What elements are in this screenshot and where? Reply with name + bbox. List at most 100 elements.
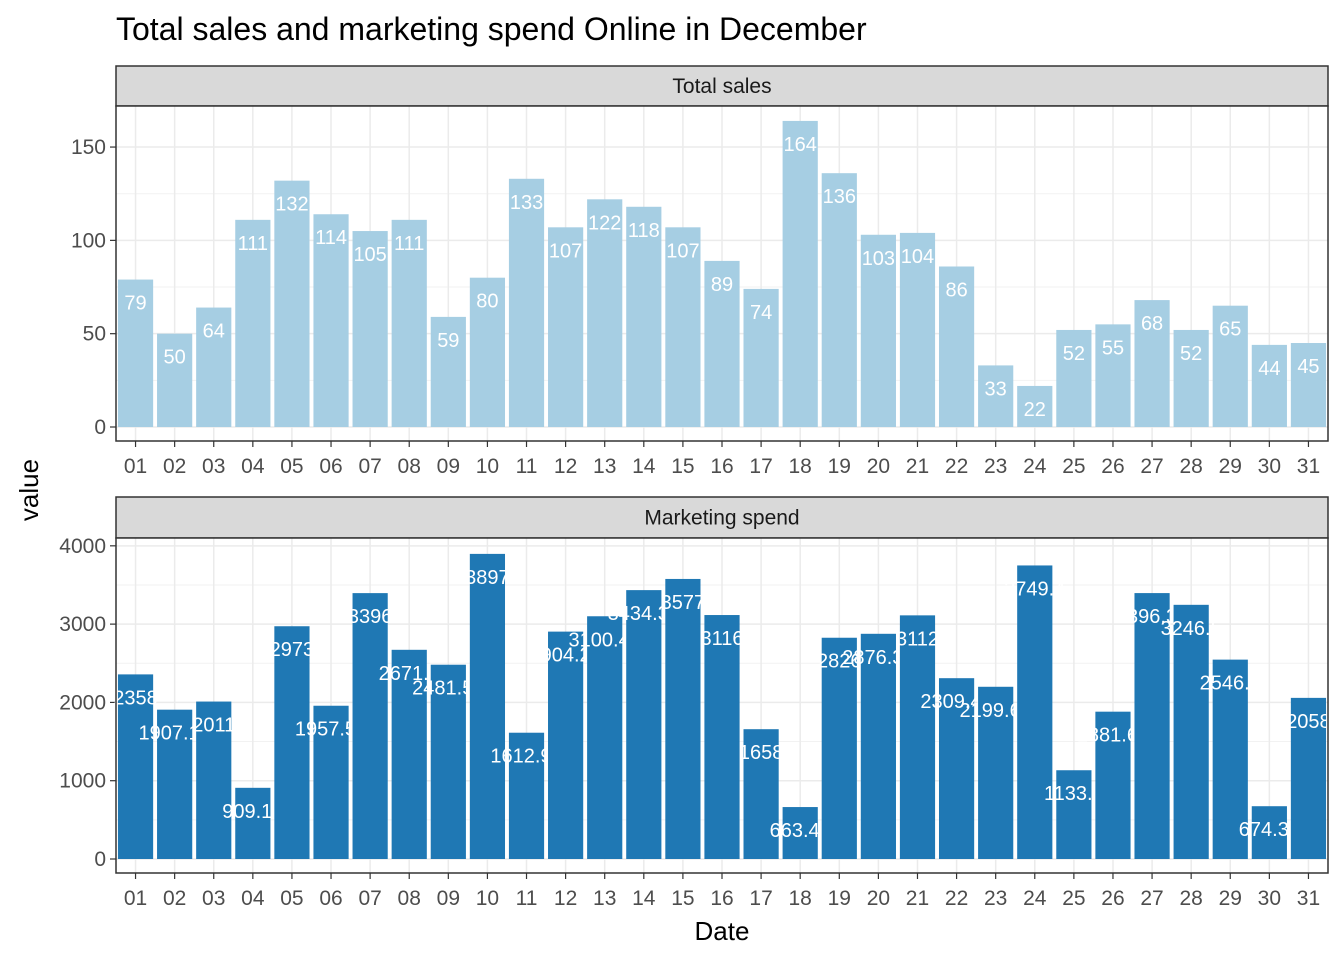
x-tick-label: 07 <box>358 887 381 910</box>
x-tick-label: 27 <box>1140 887 1163 910</box>
data-label: 103 <box>862 248 895 270</box>
bar <box>665 578 701 859</box>
x-tick-label: 27 <box>1140 455 1163 478</box>
bar <box>235 219 271 427</box>
data-label: 22 <box>1024 399 1046 421</box>
x-tick-label: 26 <box>1101 887 1124 910</box>
bar <box>1290 697 1327 859</box>
bar <box>704 615 740 859</box>
data-label: 1881.66 <box>1077 725 1149 747</box>
data-label: 2058 <box>1286 711 1331 733</box>
data-label: 65 <box>1219 319 1241 341</box>
panel-total-sales: Total sales 0 50 100 150 01 02 03 04 05 06 07 08 09 10… <box>71 65 1329 478</box>
panel-border <box>115 105 1329 442</box>
x-tick-label: 22 <box>945 455 968 478</box>
x-tick-label: 15 <box>671 455 694 478</box>
data-label: 64 <box>203 321 225 343</box>
bar <box>1212 305 1248 427</box>
bar <box>548 631 584 859</box>
bar <box>587 616 623 859</box>
data-label: 111 <box>238 233 268 255</box>
x-tick-label: 20 <box>867 887 890 910</box>
data-label: 80 <box>476 291 498 313</box>
x-tick-label: 29 <box>1219 887 1242 910</box>
x-tick-label: 25 <box>1062 455 1085 478</box>
x-tick-label: 20 <box>867 455 890 478</box>
bar <box>157 709 193 859</box>
bar <box>117 279 154 427</box>
bar <box>821 637 857 859</box>
bar <box>469 553 506 859</box>
data-label: 107 <box>666 240 699 262</box>
x-tick-label: 14 <box>632 455 656 478</box>
data-label: 2973 <box>270 639 315 661</box>
bar <box>196 307 232 427</box>
panel-marketing-spend: Marketing spend 0 1000 2000 3000 4000 01 02 03 04… <box>59 496 1331 910</box>
x-tick-label: 06 <box>319 887 342 910</box>
bar <box>860 633 896 859</box>
bar <box>274 180 310 427</box>
data-label: 52 <box>1063 343 1085 365</box>
data-label: 133 <box>510 192 543 214</box>
data-label: 1133.7 <box>1044 783 1104 805</box>
bar <box>1173 604 1209 859</box>
bar <box>860 234 896 427</box>
panel-strip <box>115 496 1329 539</box>
data-label: 3396 <box>348 606 393 628</box>
bar <box>430 664 466 859</box>
data-label: 74 <box>750 302 772 324</box>
bar <box>430 316 466 427</box>
data-label: 3749.4 <box>1004 578 1065 600</box>
chart-title: Total sales and marketing spend Online i… <box>116 11 867 47</box>
bar <box>704 260 740 427</box>
x-axis-title: Date <box>695 916 750 946</box>
bar <box>235 787 271 859</box>
data-label: 1612.93 <box>490 746 562 768</box>
bar <box>587 199 623 427</box>
x-tick-label: 14 <box>632 887 656 910</box>
data-label: 79 <box>124 293 146 315</box>
bar <box>313 214 349 427</box>
x-tick-label: 05 <box>280 455 303 478</box>
bar <box>117 674 154 859</box>
bar <box>1251 344 1287 427</box>
bar <box>352 231 388 427</box>
data-label: 104 <box>901 246 934 268</box>
bar <box>743 729 779 859</box>
bar <box>978 686 1014 859</box>
bar <box>391 219 427 427</box>
data-label: 1957.58 <box>295 719 367 741</box>
data-label: 132 <box>275 194 308 216</box>
data-label: 3396.37 <box>1116 606 1188 628</box>
y-axis-title: value <box>14 459 44 521</box>
x-tick-label: 08 <box>398 887 421 910</box>
data-label: 2199.69 <box>960 700 1032 722</box>
data-label: 118 <box>628 220 660 242</box>
data-label: 86 <box>945 280 967 302</box>
x-tick-label: 09 <box>437 887 460 910</box>
data-label: 55 <box>1102 337 1124 359</box>
data-label: 111 <box>394 233 424 255</box>
x-tick-label: 13 <box>593 887 616 910</box>
x-tick-label: 18 <box>789 455 812 478</box>
x-tick-label: 11 <box>516 887 538 910</box>
bar <box>157 333 193 427</box>
bar <box>1212 659 1248 859</box>
data-label: 50 <box>164 347 186 369</box>
x-tick-label: 21 <box>906 887 929 910</box>
data-label: 68 <box>1141 313 1163 335</box>
x-tick-label: 29 <box>1219 455 1242 478</box>
data-label: 3434.31 <box>608 603 680 625</box>
x-tick-label: 07 <box>358 455 381 478</box>
data-label: 2876.39 <box>842 647 914 669</box>
y-tick-label: 150 <box>71 136 106 159</box>
x-tick-label: 28 <box>1179 887 1202 910</box>
bar <box>1056 770 1092 859</box>
x-tick-label: 09 <box>437 455 460 478</box>
bar <box>899 615 936 859</box>
data-label: 2309.46 <box>920 691 992 713</box>
bar <box>1017 385 1053 427</box>
x-tick-label: 12 <box>554 887 577 910</box>
